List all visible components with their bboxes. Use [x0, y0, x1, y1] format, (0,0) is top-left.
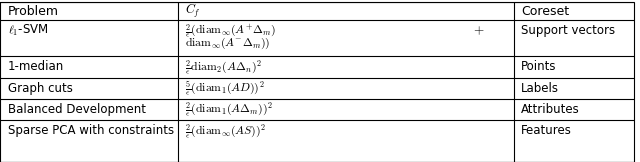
Text: Sparse PCA with constraints: Sparse PCA with constraints [8, 124, 173, 137]
Text: 1-median: 1-median [8, 60, 64, 73]
Text: Balanced Development: Balanced Development [8, 103, 146, 116]
Text: $+$: $+$ [473, 25, 484, 38]
Text: Attributes: Attributes [522, 103, 580, 116]
Text: $\frac{5}{\epsilon}(\mathrm{diam}_1(AD))^2$: $\frac{5}{\epsilon}(\mathrm{diam}_1(AD))… [185, 79, 265, 97]
Text: $\ell_1$-SVM: $\ell_1$-SVM [8, 23, 48, 38]
Text: $\mathrm{diam}_{\infty}(A^{-}\Delta_m))$: $\mathrm{diam}_{\infty}(A^{-}\Delta_m))$ [185, 36, 271, 51]
Text: $\frac{2}{\epsilon}(\mathrm{diam}_{\infty}(A^{+}\Delta_m)$: $\frac{2}{\epsilon}(\mathrm{diam}_{\inft… [185, 22, 276, 40]
Text: Problem: Problem [8, 5, 59, 17]
Text: Labels: Labels [522, 82, 559, 95]
Text: Coreset: Coreset [522, 5, 570, 17]
Text: Graph cuts: Graph cuts [8, 82, 72, 95]
Text: Features: Features [522, 124, 572, 137]
Text: Points: Points [522, 60, 557, 73]
Text: $C_f$: $C_f$ [185, 2, 201, 20]
Text: $\frac{2}{\epsilon}(\mathrm{diam}_1(A\Delta_m))^2$: $\frac{2}{\epsilon}(\mathrm{diam}_1(A\De… [185, 100, 273, 118]
Text: $\frac{2}{\epsilon}\mathrm{diam}_2(A\Delta_n)^2$: $\frac{2}{\epsilon}\mathrm{diam}_2(A\Del… [185, 58, 262, 76]
Text: Support vectors: Support vectors [522, 24, 616, 37]
Text: $\frac{2}{\epsilon}(\mathrm{diam}_{\infty}(AS))^2$: $\frac{2}{\epsilon}(\mathrm{diam}_{\inft… [185, 122, 266, 139]
